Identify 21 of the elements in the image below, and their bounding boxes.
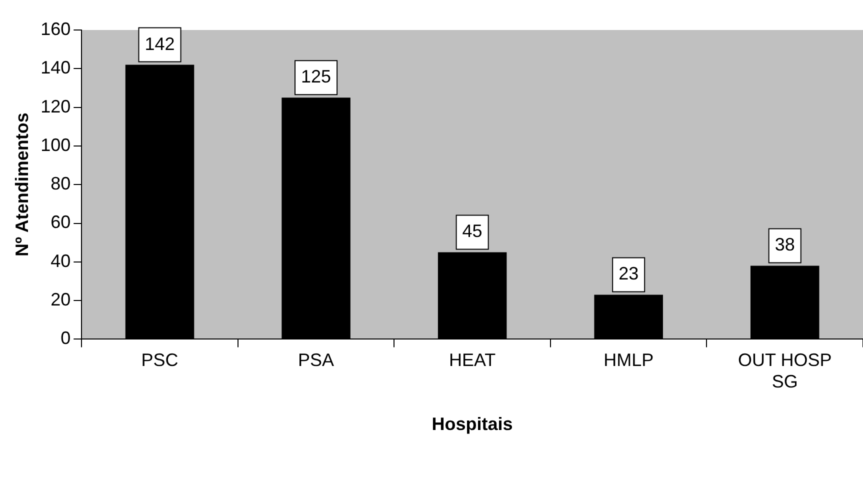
data-label: 23 [618, 264, 639, 284]
y-tick-label: 0 [60, 328, 71, 348]
y-tick-label: 20 [50, 290, 71, 310]
x-tick-label: PSA [298, 350, 334, 370]
y-tick-label: 100 [40, 134, 71, 155]
data-label: 125 [301, 66, 332, 87]
x-tick-label: PSC [141, 350, 178, 370]
x-tick-label: HMLP [604, 350, 654, 370]
data-label: 142 [144, 34, 175, 54]
y-axis-title: Nº Atendimentos [12, 112, 32, 257]
data-label: 45 [462, 221, 482, 242]
x-tick-label: OUT HOSP SG [738, 350, 832, 392]
y-tick-label: 80 [50, 174, 71, 194]
y-tick-label: 140 [40, 58, 71, 78]
x-tick-label: HEAT [448, 350, 496, 370]
data-label: 38 [774, 234, 795, 255]
y-tick-label: 160 [40, 18, 71, 39]
y-tick-label: 40 [50, 250, 71, 271]
y-tick-label: 120 [40, 96, 71, 116]
y-tick-label: 60 [50, 212, 71, 232]
x-axis-title: Hospitais [432, 414, 513, 434]
